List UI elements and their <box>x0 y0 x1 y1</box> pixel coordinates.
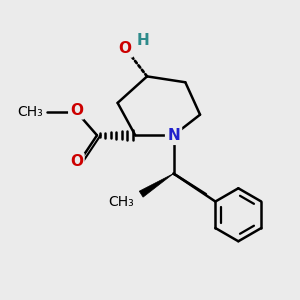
Text: CH₃: CH₃ <box>108 194 134 208</box>
Text: N: N <box>167 128 180 143</box>
Text: H: H <box>136 33 149 48</box>
Text: O: O <box>118 41 131 56</box>
Text: CH₃: CH₃ <box>17 105 43 119</box>
Text: O: O <box>70 154 83 169</box>
Text: O: O <box>70 103 83 118</box>
Polygon shape <box>139 174 174 197</box>
